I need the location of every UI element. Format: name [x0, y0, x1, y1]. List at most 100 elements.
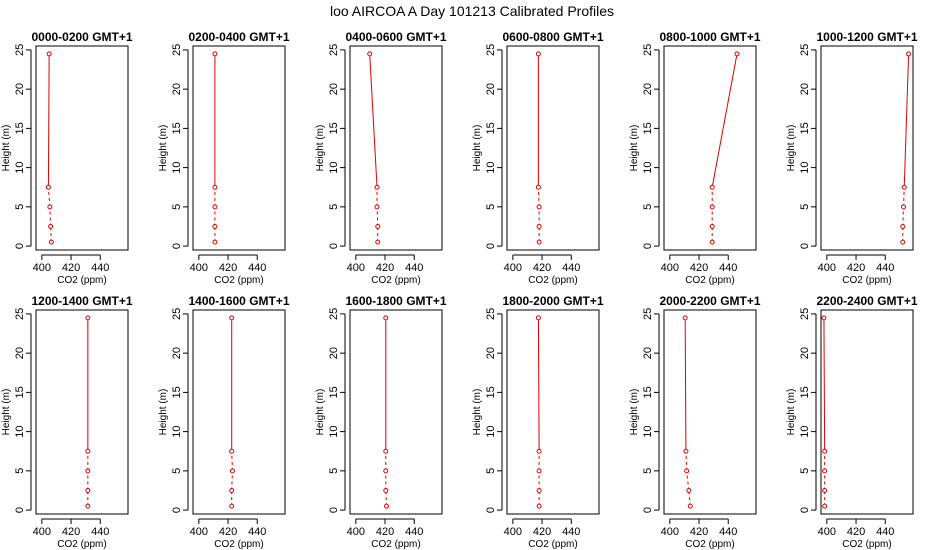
profile-segment: [376, 206, 379, 227]
data-point: [535, 51, 541, 57]
profile-segment: [49, 206, 52, 227]
data-point: [822, 503, 828, 509]
data-point: [536, 487, 542, 493]
y-axis-label: Height (m): [786, 125, 797, 172]
plot-box: [506, 309, 600, 515]
y-tick-label: 0: [799, 243, 811, 249]
profile-segment: [688, 490, 691, 507]
y-tick-label: 20: [485, 347, 497, 359]
plot-box: [820, 309, 914, 515]
panel-title: 0800-1000 GMT+1: [659, 30, 760, 44]
x-tick-label: 400: [33, 526, 51, 538]
profile-segment: [711, 53, 738, 188]
profile-segment: [685, 451, 688, 471]
profile-segment: [903, 187, 905, 207]
y-tick-label: 0: [485, 507, 497, 513]
data-point: [229, 487, 235, 493]
y-tick-label: 25: [328, 308, 340, 320]
panel-title: 1600-1800 GMT+1: [345, 294, 446, 308]
y-tick-label: 0: [14, 243, 26, 249]
data-point: [384, 503, 390, 509]
data-point: [212, 239, 218, 245]
panel-title: 0000-0200 GMT+1: [31, 30, 132, 44]
data-point: [367, 51, 373, 57]
plot-box: [349, 309, 443, 515]
x-tick-label: 440: [405, 262, 423, 274]
data-point: [684, 468, 690, 474]
data-point: [536, 448, 542, 454]
y-tick-label: 5: [328, 468, 340, 474]
y-tick-label: 10: [328, 161, 340, 173]
y-tick-label: 20: [642, 83, 654, 95]
x-tick-label: 420: [847, 526, 865, 538]
y-tick-label: 20: [642, 347, 654, 359]
panel-title: 1000-1200 GMT+1: [816, 30, 917, 44]
y-axis-label: Height (m): [315, 389, 326, 436]
y-axis-label: Height (m): [629, 389, 640, 436]
data-point: [45, 184, 51, 190]
panel-title: 1400-1600 GMT+1: [188, 294, 289, 308]
data-point: [85, 468, 91, 474]
y-tick-label: 15: [14, 122, 26, 134]
plot-box: [506, 45, 600, 251]
y-tick-label: 10: [485, 161, 497, 173]
y-tick-label: 25: [485, 308, 497, 320]
y-tick-label: 5: [799, 204, 811, 210]
data-point: [375, 239, 381, 245]
data-point: [687, 503, 693, 509]
data-point: [229, 448, 235, 454]
data-point: [85, 503, 91, 509]
data-point: [229, 315, 235, 321]
y-tick-label: 20: [328, 83, 340, 95]
data-point: [46, 51, 52, 57]
y-tick-label: 5: [328, 204, 340, 210]
x-tick-label: 420: [62, 526, 80, 538]
y-tick-label: 15: [171, 386, 183, 398]
y-tick-label: 25: [642, 44, 654, 56]
y-tick-label: 25: [485, 44, 497, 56]
data-point: [375, 223, 381, 229]
plot-box: [35, 45, 129, 251]
x-tick-label: 400: [33, 262, 51, 274]
data-point: [536, 239, 542, 245]
profile-segment: [902, 206, 905, 227]
y-tick-label: 0: [642, 243, 654, 249]
x-axis-label: CO2 (ppm): [214, 539, 263, 550]
x-axis-label: CO2 (ppm): [371, 539, 420, 550]
x-tick-label: 420: [690, 526, 708, 538]
plot-box: [349, 45, 443, 251]
x-tick-label: 420: [219, 526, 237, 538]
x-tick-label: 420: [533, 262, 551, 274]
y-tick-label: 5: [14, 204, 26, 210]
data-point: [229, 503, 235, 509]
data-point: [536, 503, 542, 509]
x-tick-label: 400: [818, 526, 836, 538]
plot-box: [192, 309, 286, 515]
data-point: [822, 448, 828, 454]
x-axis-label: CO2 (ppm): [214, 275, 263, 286]
data-point: [47, 204, 53, 210]
data-point: [85, 448, 91, 454]
data-point: [906, 51, 912, 57]
y-tick-label: 15: [14, 386, 26, 398]
y-axis-label: Height (m): [1, 125, 12, 172]
x-axis-label: CO2 (ppm): [57, 539, 106, 550]
x-tick-label: 440: [248, 526, 266, 538]
y-tick-label: 15: [642, 122, 654, 134]
profile-segment: [50, 226, 52, 243]
x-tick-label: 440: [91, 526, 109, 538]
y-tick-label: 25: [14, 44, 26, 56]
profile-segment: [823, 317, 826, 452]
data-point: [821, 315, 827, 321]
profile-segment: [47, 53, 50, 188]
panel-title: 2000-2200 GMT+1: [659, 294, 760, 308]
y-tick-label: 25: [799, 44, 811, 56]
y-tick-label: 5: [171, 204, 183, 210]
panel-title: 0200-0400 GMT+1: [188, 30, 289, 44]
x-tick-label: 420: [219, 262, 237, 274]
